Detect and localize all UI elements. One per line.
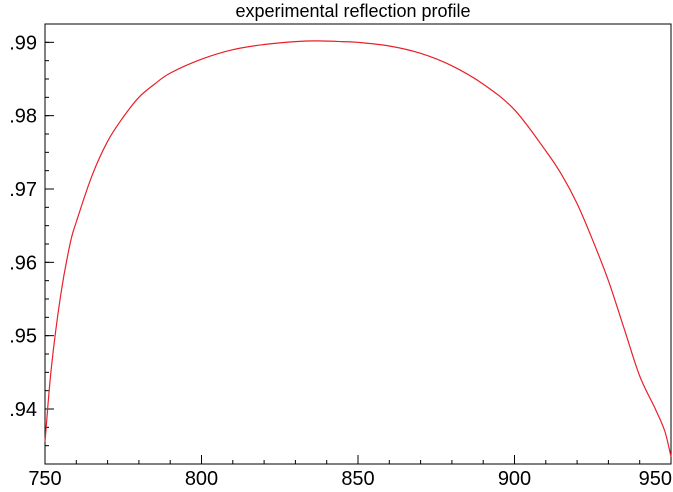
plot-frame — [44, 23, 672, 465]
y-tick-label: .94 — [9, 399, 37, 421]
x-tick-label: 900 — [498, 468, 531, 487]
series-layer — [44, 40, 672, 457]
x-tick-label: 850 — [341, 468, 374, 487]
x-tick-label: 750 — [28, 468, 61, 487]
series-line — [44, 40, 672, 457]
y-axis: .94 .95 .96 .97 .98 .99 — [9, 23, 54, 465]
y-tick-label: .96 — [9, 252, 37, 274]
y-tick-label: .98 — [9, 106, 37, 128]
chart-title: experimental reflection profile — [235, 1, 470, 21]
y-tick-label: .99 — [9, 32, 37, 54]
x-tick-label: 800 — [185, 468, 218, 487]
x-tick-label: 950 — [639, 468, 672, 487]
y-tick-label: .97 — [9, 179, 37, 201]
x-axis: 750 800 850 900 950 — [28, 455, 672, 490]
y-tick-label: .95 — [9, 326, 37, 348]
